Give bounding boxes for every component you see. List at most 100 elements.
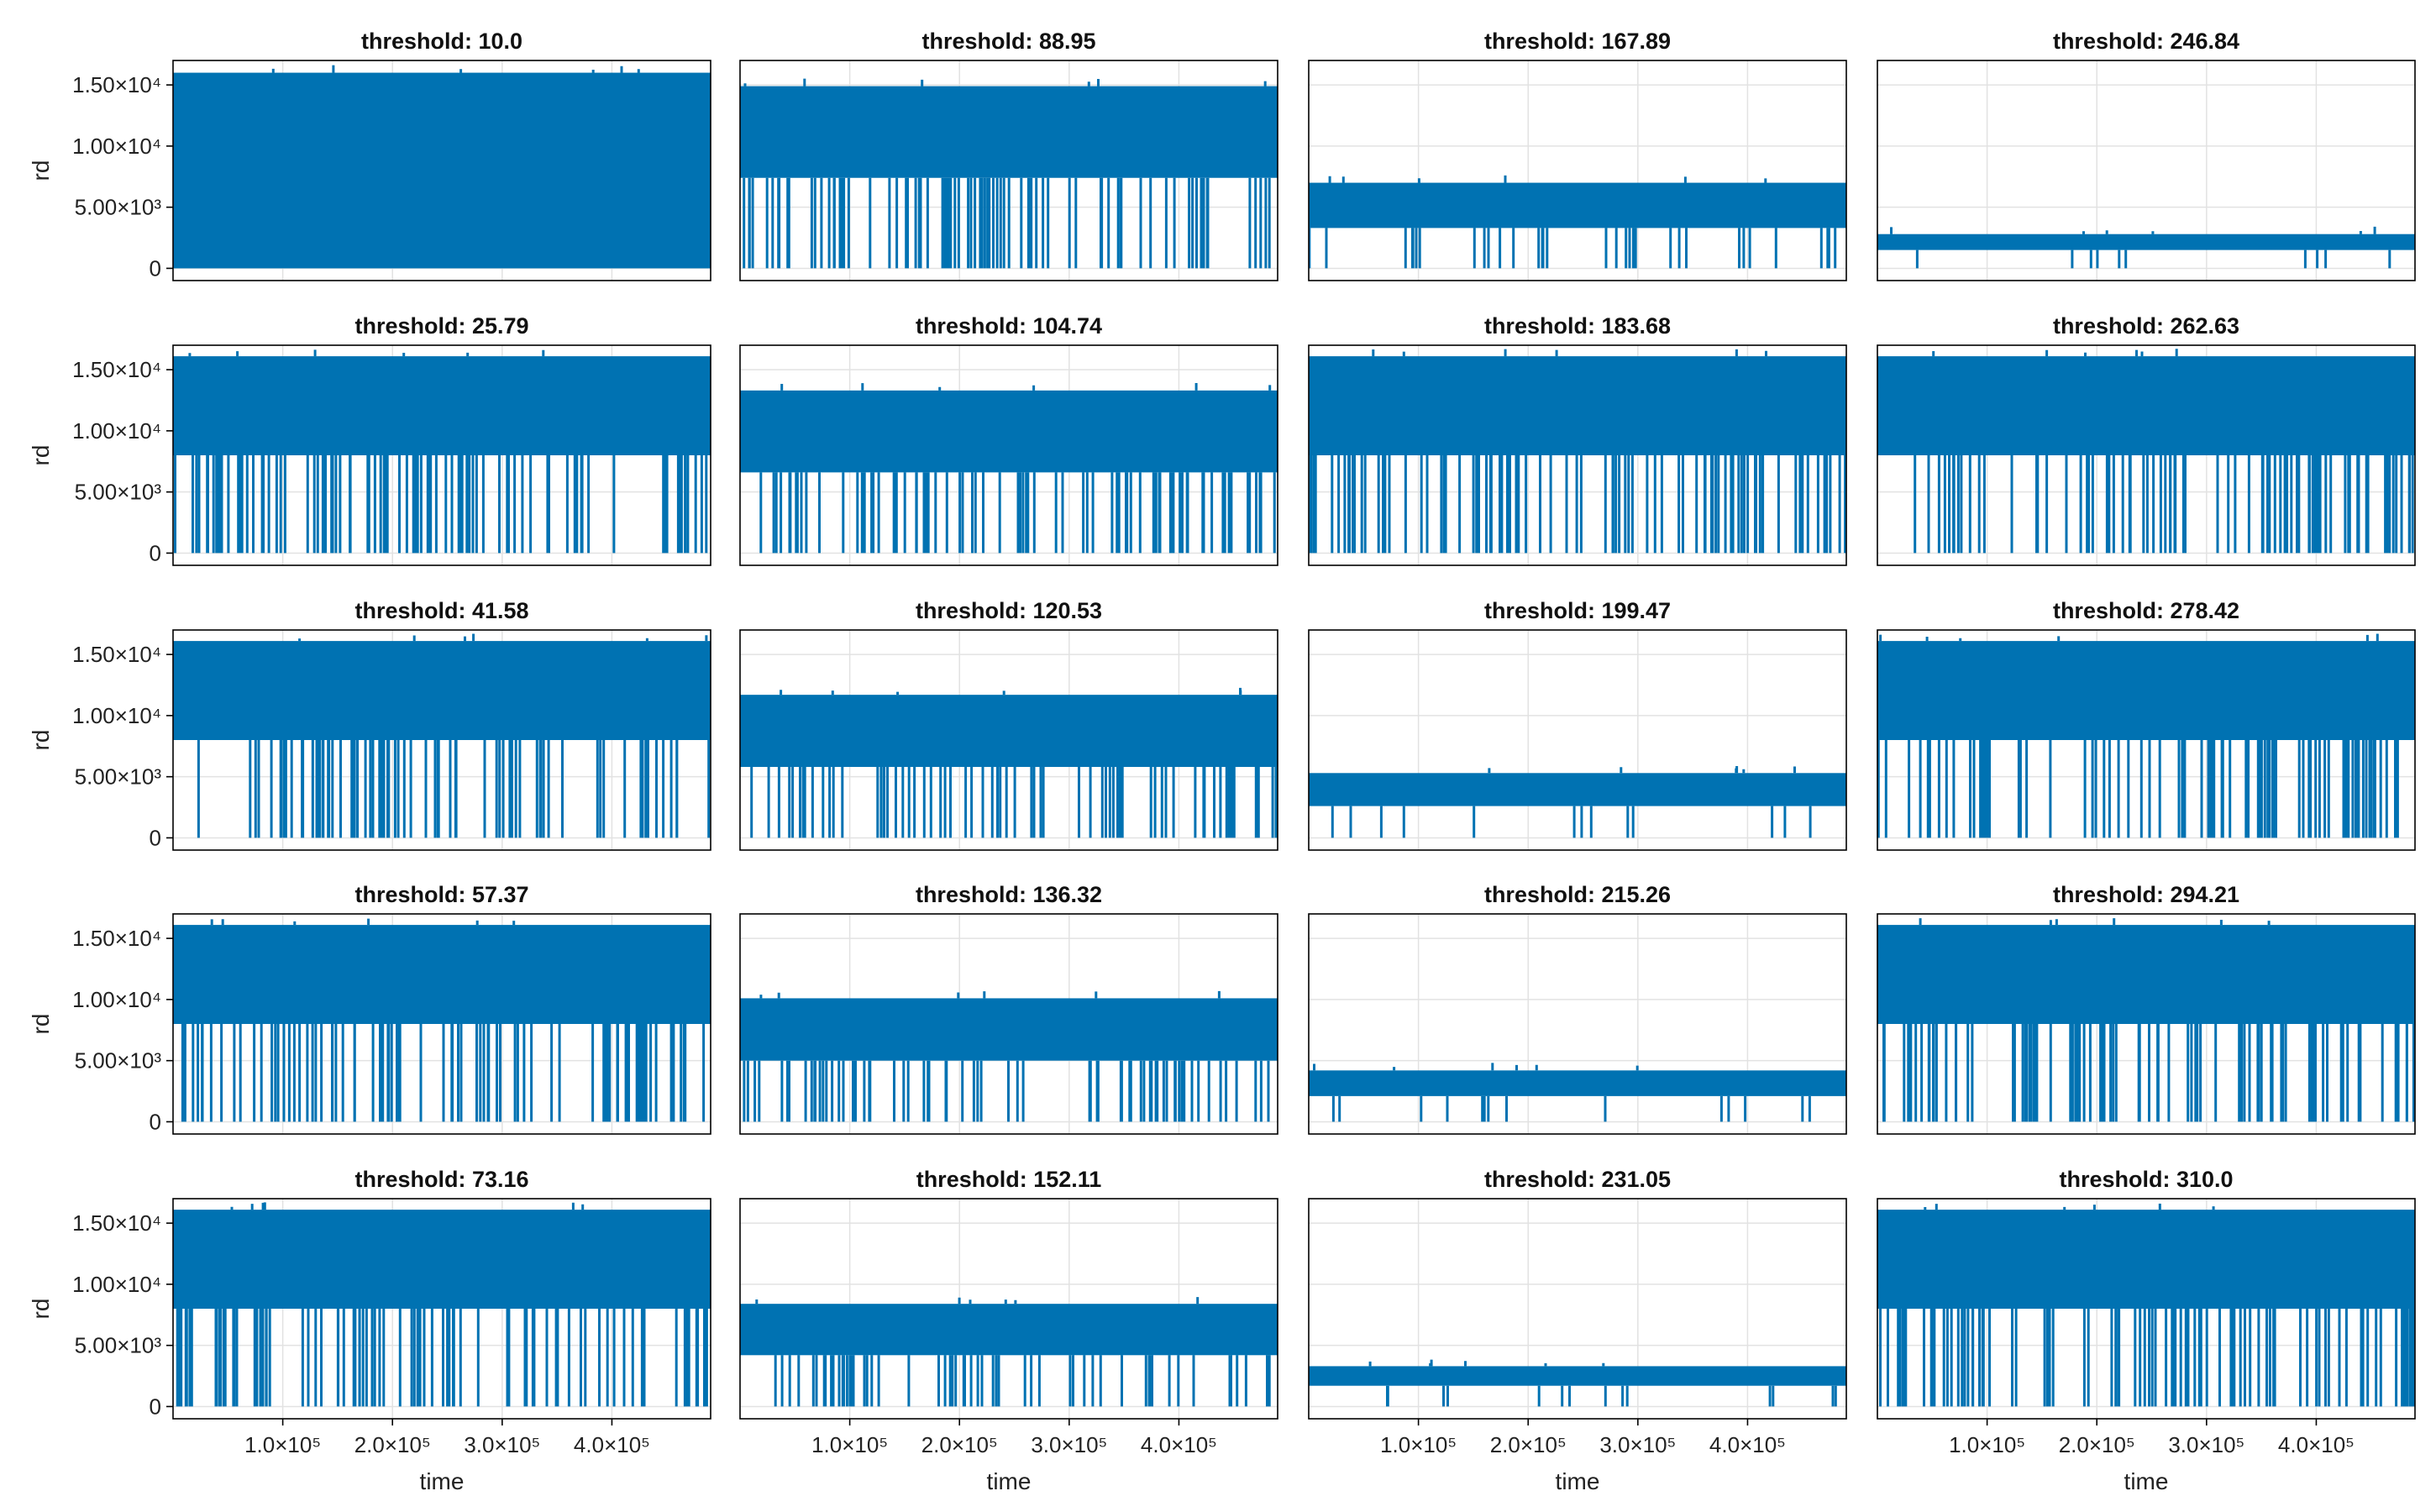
panel-title: threshold: 152.11	[916, 1167, 1102, 1192]
panel-20: threshold: 310.0 1.0×10⁵ 2.0×10⁵ 3.0×10⁵ 4.0…	[1877, 1167, 2416, 1494]
panel-frame	[1308, 913, 1847, 1135]
panel-frame	[172, 1198, 711, 1420]
panel-title: threshold: 199.47	[1484, 598, 1671, 623]
y-axis-label: rd	[28, 1014, 54, 1035]
panel-frame	[1877, 913, 2416, 1135]
panel-13: threshold: 57.37 0 5.00×10³ 1.00×10⁴ 1.50×10…	[28, 882, 711, 1135]
x-tick-label: 3.0×10⁵	[1031, 1432, 1107, 1457]
series-dips	[181, 918, 706, 1122]
panel-12: threshold: 278.42	[1877, 598, 2416, 851]
series-band	[173, 356, 711, 455]
series-line	[173, 918, 711, 1122]
x-tick-label: 2.0×10⁵	[2059, 1432, 2135, 1457]
y-axis-label: rd	[28, 160, 54, 181]
panel-15: threshold: 215.26	[1308, 882, 1847, 1135]
panel-title: threshold: 310.0	[2059, 1167, 2233, 1192]
panel-frame	[1877, 344, 2416, 566]
series-line	[173, 349, 711, 554]
series-line	[173, 633, 711, 838]
panel-frame	[1308, 1198, 1847, 1420]
y-tick-label: 5.00×10³	[75, 1048, 162, 1074]
series-band	[1877, 1210, 2415, 1309]
x-tick-label: 4.0×10⁵	[574, 1432, 650, 1457]
panel-frame	[739, 344, 1278, 566]
panel-title: threshold: 136.32	[916, 882, 1102, 907]
y-tick-label: 5.00×10³	[75, 195, 162, 220]
series-dips	[743, 78, 1271, 269]
y-tick-label: 5.00×10³	[75, 480, 162, 505]
series-line	[1309, 1359, 1846, 1407]
panel-title: threshold: 262.63	[2053, 313, 2239, 339]
panel-frame	[172, 344, 711, 566]
panel-2: threshold: 88.95	[739, 29, 1278, 281]
series-dips	[1368, 1359, 1837, 1407]
panel-frame	[739, 1198, 1278, 1420]
x-tick-label: 4.0×10⁵	[1709, 1432, 1786, 1457]
panel-14: threshold: 136.32	[739, 882, 1278, 1135]
y-tick-label: 1.00×10⁴	[72, 134, 161, 159]
series-dips	[1877, 633, 2399, 838]
panel-9: threshold: 41.58 0 5.00×10³ 1.00×10⁴ 1.50×10…	[28, 598, 711, 851]
panel-10: threshold: 120.53	[739, 598, 1278, 851]
series-line	[1309, 766, 1846, 838]
panel-title: threshold: 231.05	[1484, 1167, 1671, 1192]
series-dips	[759, 383, 1276, 554]
x-axis-label: time	[420, 1468, 465, 1494]
series-dips	[174, 349, 708, 554]
series-dips	[743, 990, 1270, 1122]
series-line	[740, 1297, 1278, 1407]
series-band	[1309, 1070, 1846, 1096]
series-band	[1309, 773, 1846, 806]
series-band	[740, 390, 1278, 473]
series-band	[173, 641, 711, 740]
x-tick-label: 1.0×10⁵	[811, 1432, 888, 1457]
panel-title: threshold: 183.68	[1484, 313, 1671, 339]
series-dips	[1882, 918, 2415, 1122]
panel-8: threshold: 262.63	[1877, 313, 2416, 566]
series-dips	[1890, 226, 2391, 269]
y-tick-label: 0	[150, 255, 161, 281]
panel-5: threshold: 25.79 0 5.00×10³ 1.00×10⁴ 1.50×10…	[28, 313, 711, 566]
panel-3: threshold: 167.89	[1308, 29, 1847, 281]
x-tick-label: 4.0×10⁵	[1141, 1432, 1217, 1457]
panel-4: threshold: 246.84	[1877, 29, 2416, 281]
series-line	[740, 687, 1278, 838]
series-band	[1877, 234, 2415, 250]
y-tick-label: 1.50×10⁴	[72, 357, 161, 382]
series-line	[1309, 1063, 1846, 1122]
series-dips	[1313, 1063, 1811, 1122]
y-tick-label: 1.50×10⁴	[72, 926, 161, 951]
y-tick-label: 1.50×10⁴	[72, 1210, 161, 1236]
panel-frame	[1308, 629, 1847, 851]
series-line	[173, 65, 711, 269]
panel-grid: threshold: 10.0 0 5.00×10³ 1.00×10⁴ 1.50×10⁴…	[28, 29, 2416, 1494]
panel-title: threshold: 41.58	[354, 598, 528, 623]
series-dips	[1331, 766, 1812, 838]
y-tick-label: 1.50×10⁴	[72, 72, 161, 97]
x-axis-label: time	[1556, 1468, 1600, 1494]
panel-11: threshold: 199.47	[1308, 598, 1847, 851]
series-band	[1877, 641, 2415, 740]
series-line	[173, 1202, 711, 1407]
series-dips	[750, 687, 1278, 838]
panel-title: threshold: 278.42	[2053, 598, 2239, 623]
series-band	[740, 695, 1278, 768]
series-band	[1877, 356, 2415, 455]
series-line	[1877, 349, 2415, 554]
series-line	[1877, 226, 2415, 269]
series-dips	[1914, 349, 2414, 554]
series-band	[740, 1304, 1278, 1356]
series-line	[1877, 918, 2415, 1122]
panel-title: threshold: 73.16	[354, 1167, 528, 1192]
panel-frame	[172, 629, 711, 851]
y-axis-label: rd	[28, 730, 54, 751]
panel-19: threshold: 231.05 1.0×10⁵ 2.0×10⁵ 3.0×10⁵ 4.…	[1308, 1167, 1847, 1494]
panel-title: threshold: 246.84	[2053, 29, 2239, 54]
y-tick-label: 0	[150, 825, 161, 850]
panel-1: threshold: 10.0 0 5.00×10³ 1.00×10⁴ 1.50×10⁴…	[28, 29, 711, 281]
y-tick-label: 1.00×10⁴	[72, 1272, 161, 1297]
series-band	[740, 998, 1278, 1061]
panel-frame	[172, 913, 711, 1135]
series-dips	[1309, 349, 1846, 554]
y-tick-label: 0	[150, 540, 161, 565]
